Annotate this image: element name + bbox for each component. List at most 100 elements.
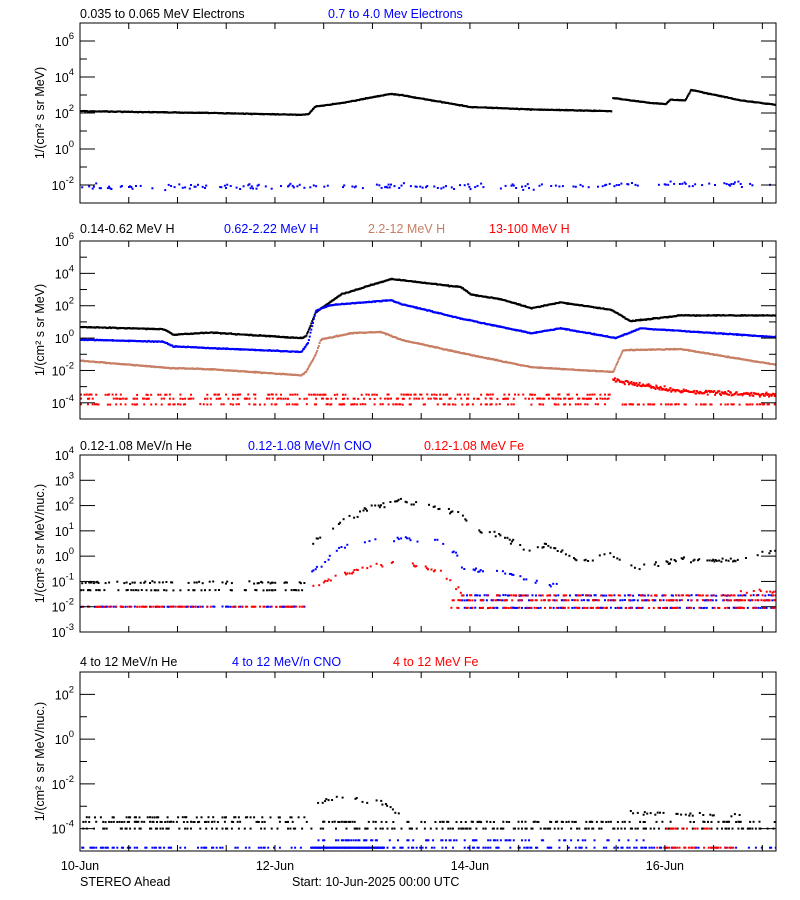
data-point (480, 182, 483, 185)
data-point (342, 518, 345, 521)
data-point (581, 594, 584, 597)
data-point (178, 183, 181, 186)
data-point (307, 367, 309, 370)
data-point (732, 606, 735, 609)
data-point (98, 589, 101, 592)
data-point (547, 397, 550, 400)
data-point (445, 185, 447, 188)
data-point (505, 397, 508, 400)
data-point (758, 403, 761, 406)
data-point (338, 403, 341, 406)
data-point (612, 555, 615, 558)
data-point (702, 403, 705, 406)
data-point (202, 403, 205, 406)
data-point (324, 561, 327, 563)
data-point (373, 403, 376, 406)
data-point (490, 397, 493, 400)
data-point (216, 393, 219, 396)
data-point (173, 403, 176, 406)
data-point (616, 362, 619, 365)
data-point (222, 403, 225, 406)
data-point (767, 403, 770, 406)
data-point (615, 184, 618, 187)
data-point (315, 185, 318, 188)
data-point (673, 559, 676, 561)
data-point (257, 183, 260, 186)
data-point (382, 502, 385, 505)
data-point (227, 397, 230, 400)
data-point (311, 360, 314, 363)
data-point (751, 184, 754, 187)
data-point (406, 537, 408, 540)
data-point (204, 187, 206, 189)
data-point (263, 403, 266, 406)
data-point (353, 516, 356, 519)
data-point (595, 397, 598, 400)
data-point (310, 393, 313, 396)
data-point (661, 594, 664, 597)
data-point (498, 533, 501, 535)
data-point (95, 605, 98, 608)
data-point (178, 605, 181, 608)
data-point (248, 397, 251, 400)
data-point (387, 397, 390, 400)
data-point (766, 403, 769, 406)
data-point (715, 599, 718, 602)
data-point (752, 594, 755, 597)
data-point (564, 553, 567, 556)
data-point (122, 397, 125, 400)
data-point (170, 605, 173, 608)
data-point (212, 580, 215, 583)
data-point (97, 589, 100, 592)
data-point (80, 403, 82, 406)
data-point (426, 393, 429, 396)
data-point (387, 393, 390, 396)
data-point (193, 589, 196, 592)
data-point (454, 403, 457, 406)
data-point (312, 184, 315, 187)
data-point (683, 556, 685, 559)
data-point (354, 185, 357, 188)
data-point (463, 184, 466, 187)
data-point (276, 397, 279, 400)
data-point (360, 393, 363, 396)
data-point (109, 187, 112, 190)
data-point (294, 403, 297, 406)
series (80, 299, 776, 354)
data-point (724, 403, 727, 406)
data-point (213, 393, 216, 396)
data-point (460, 397, 463, 400)
data-point (158, 605, 161, 608)
data-point (557, 594, 560, 597)
data-point (678, 606, 681, 609)
data-point (312, 358, 314, 361)
data-point (161, 605, 164, 608)
data-point (620, 606, 623, 609)
data-point (363, 541, 366, 544)
data-point (95, 581, 98, 584)
data-point (402, 393, 405, 396)
data-point (469, 188, 472, 191)
data-point (97, 403, 100, 406)
data-point (763, 403, 766, 406)
data-point (687, 599, 690, 602)
data-point (370, 504, 373, 507)
data-point (512, 538, 515, 541)
data-point (618, 184, 621, 186)
data-point (381, 403, 384, 406)
data-point (732, 560, 735, 563)
data-point (89, 393, 92, 396)
data-point (98, 187, 101, 190)
series (81, 180, 771, 192)
data-point (110, 605, 113, 608)
data-point (208, 589, 211, 592)
data-point (95, 589, 98, 592)
data-point (311, 109, 314, 112)
data-point (181, 397, 184, 400)
data-point (604, 184, 606, 187)
data-point (729, 391, 732, 394)
data-point (150, 403, 153, 406)
data-point (415, 397, 418, 400)
data-point (594, 403, 597, 406)
data-point (346, 397, 349, 400)
